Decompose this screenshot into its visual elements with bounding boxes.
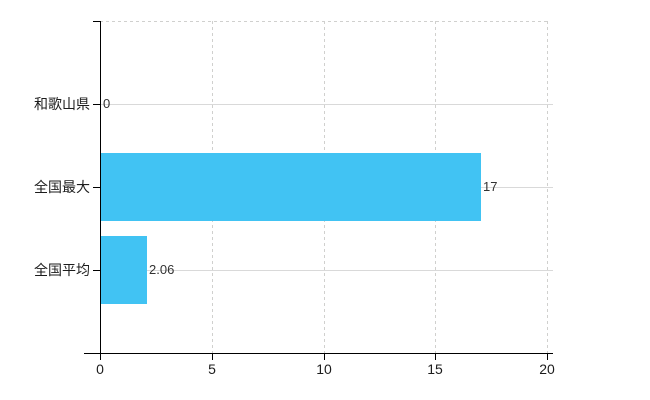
- x-tick: [324, 353, 325, 360]
- grid-line-horizontal: [100, 270, 553, 271]
- x-tick-label: 10: [316, 361, 332, 377]
- x-axis: [84, 353, 553, 354]
- x-tick-label: 20: [539, 361, 555, 377]
- category-tick: [93, 270, 100, 271]
- x-tick: [212, 353, 213, 360]
- y-axis-top-tick: [93, 21, 100, 22]
- category-tick: [93, 187, 100, 188]
- x-tick-label: 15: [427, 361, 443, 377]
- bar-value-label: 2.06: [149, 262, 175, 277]
- bar: [101, 153, 481, 221]
- y-axis: [100, 21, 101, 353]
- bar-value-label: 17: [483, 179, 498, 194]
- category-label: 和歌山県: [34, 96, 90, 112]
- bar-value-label: 0: [103, 96, 111, 111]
- x-tick-label: 0: [96, 361, 104, 377]
- x-tick: [435, 353, 436, 360]
- category-label: 全国最大: [34, 179, 90, 195]
- x-tick: [100, 353, 101, 360]
- category-tick: [93, 104, 100, 105]
- top-border-gridline: [100, 21, 547, 22]
- grid-line-horizontal: [100, 104, 553, 105]
- x-tick-label: 5: [208, 361, 216, 377]
- category-label: 全国平均: [34, 262, 90, 278]
- x-tick: [547, 353, 548, 360]
- bar: [101, 236, 147, 304]
